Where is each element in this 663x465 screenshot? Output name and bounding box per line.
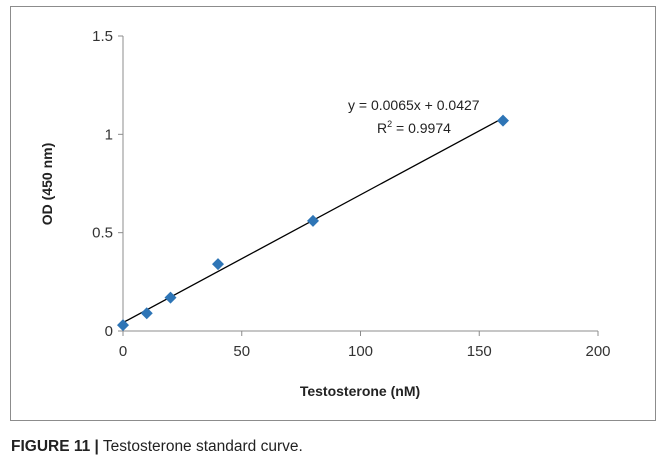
equation-label: y = 0.0065x + 0.0427 bbox=[348, 97, 480, 113]
caption-label: FIGURE 11 | bbox=[11, 438, 99, 455]
data-point-0-1 bbox=[140, 307, 153, 320]
axis-tick-labels: 0 50 100 150 200 0 0.5 1 1.5 bbox=[92, 28, 610, 360]
data-point-0-0 bbox=[117, 319, 129, 332]
y-tick-label-2: 1 bbox=[105, 126, 113, 143]
x-tick-label-0: 0 bbox=[119, 343, 127, 360]
figure-caption: FIGURE 11 | Testosterone standard curve. bbox=[11, 438, 303, 456]
chart-svg: 0 50 100 150 200 0 0.5 1 1.5 y = 0.0065x + 0.042… bbox=[39, 28, 611, 399]
r-squared-sup: 2 bbox=[387, 119, 392, 129]
r-squared-label: R2 = 0.9974 bbox=[377, 119, 451, 136]
x-axis-title: Testosterone (nM) bbox=[300, 383, 420, 399]
data-point-0-2 bbox=[164, 291, 177, 304]
y-tick-label-0: 0 bbox=[105, 323, 113, 340]
x-tick-label-2: 100 bbox=[348, 343, 373, 360]
data-point-0-3 bbox=[212, 258, 224, 271]
r-squared-r: R bbox=[377, 120, 387, 136]
axis-ticks bbox=[118, 35, 599, 336]
caption-text: Testosterone standard curve. bbox=[98, 438, 303, 455]
chart-frame: 0 50 100 150 200 0 0.5 1 1.5 y = 0.0065x + 0.042… bbox=[10, 6, 656, 421]
y-axis-title: OD (450 nm) bbox=[39, 143, 55, 225]
data-points bbox=[117, 114, 509, 332]
x-tick-label-3: 150 bbox=[467, 343, 492, 360]
data-point-0-5 bbox=[497, 114, 509, 127]
y-tick-label-1: 0.5 bbox=[92, 225, 113, 242]
r-squared-value: = 0.9974 bbox=[392, 120, 451, 136]
x-tick-label-4: 200 bbox=[585, 343, 610, 360]
x-tick-label-1: 50 bbox=[233, 343, 250, 360]
y-tick-label-3: 1.5 bbox=[92, 28, 113, 45]
data-point-0-4 bbox=[307, 214, 319, 227]
